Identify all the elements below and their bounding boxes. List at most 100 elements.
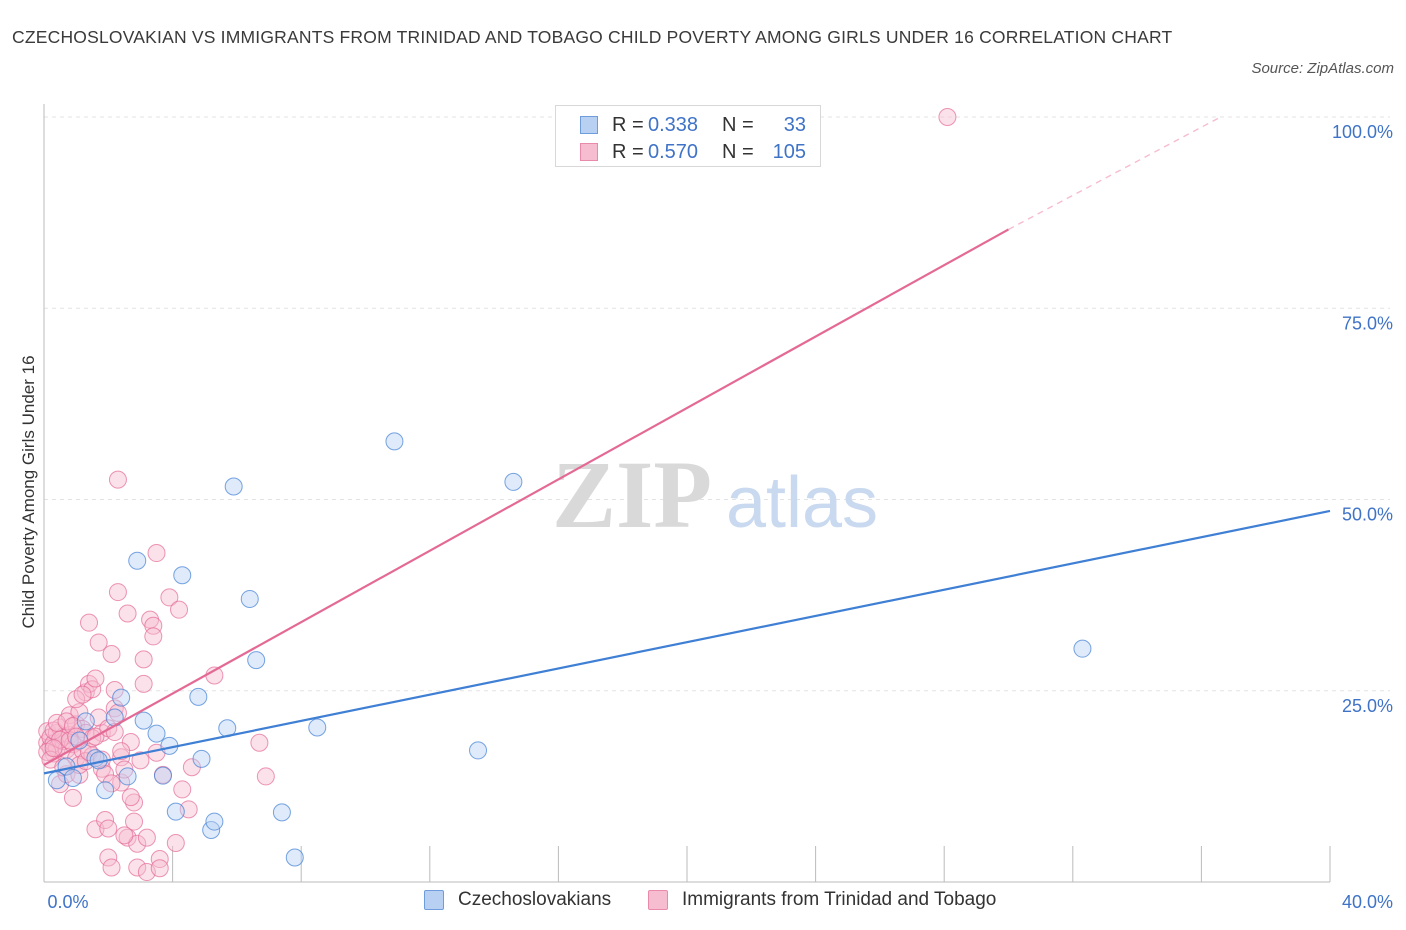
legend-label: Immigrants from Trinidad and Tobago [682, 889, 997, 910]
point-trinidad [89, 633, 108, 652]
x-tick-label: 0.0% [47, 892, 88, 912]
point-trinidad [250, 733, 269, 752]
point-czechoslovakian [240, 589, 259, 608]
legend-swatch-pink [580, 143, 598, 161]
watermark: ZIP atlas [552, 441, 878, 548]
series-legend: Czechoslovakians Immigrants from Trinida… [0, 889, 1406, 915]
point-trinidad [173, 780, 192, 799]
point-czechoslovakian [272, 803, 291, 822]
source-label: Source: ZipAtlas.com [1251, 60, 1394, 77]
trendline-trinidad-extension [1008, 116, 1222, 231]
point-czechoslovakian [128, 551, 147, 570]
point-trinidad [63, 788, 82, 807]
legend-r-value: 0.338 [648, 113, 699, 136]
point-trinidad [144, 616, 163, 635]
point-trinidad [118, 828, 137, 847]
point-trinidad [121, 733, 140, 752]
point-czechoslovakian [63, 768, 82, 787]
point-trinidad [102, 645, 121, 664]
chart-title: CZECHOSLOVAKIAN VS IMMIGRANTS FROM TRINI… [12, 27, 1173, 47]
legend-n-value: 105 [772, 140, 806, 163]
point-trinidad [137, 828, 156, 847]
grid-layer [44, 116, 1390, 692]
y-tick-label: 25.0% [1342, 696, 1393, 716]
legend-r-label: R = [612, 140, 644, 163]
point-czechoslovakian [189, 687, 208, 706]
point-trinidad [134, 674, 153, 693]
points-layer [38, 108, 1092, 882]
point-czechoslovakian [469, 741, 488, 760]
point-trinidad [108, 470, 127, 489]
y-tick-label: 75.0% [1342, 313, 1393, 333]
point-trinidad [166, 833, 185, 852]
x-tick-label: 40.0% [1342, 892, 1393, 912]
point-trinidad [83, 680, 102, 699]
point-czechoslovakian [385, 432, 404, 451]
legend-n-label: N = [722, 113, 754, 136]
point-trinidad [131, 751, 150, 770]
point-trinidad [150, 859, 169, 878]
point-czechoslovakian [118, 767, 137, 786]
point-trinidad [86, 669, 105, 688]
point-czechoslovakian [205, 812, 224, 831]
labels-layer: 25.0% 50.0% 75.0% 100.0% 0.0% 40.0% Child Pove… [19, 122, 1393, 912]
point-trinidad [118, 604, 137, 623]
legend-n-value: 33 [783, 113, 806, 136]
point-trinidad [86, 820, 105, 839]
point-czechoslovakian [147, 724, 166, 743]
y-tick-label: 100.0% [1332, 122, 1393, 142]
trend-layer [43, 116, 1331, 775]
point-trinidad [108, 583, 127, 602]
point-czechoslovakian [96, 781, 115, 800]
point-trinidad [44, 739, 63, 758]
point-czechoslovakian [308, 718, 327, 737]
point-trinidad [115, 826, 134, 845]
legend-row-trinidad: R = 0.570 N = 105 [580, 139, 806, 165]
watermark-atlas: atlas [726, 463, 878, 543]
stats-legend: R = 0.338 N = 33 R = 0.570 N = 105 [555, 105, 821, 167]
point-trinidad [102, 858, 121, 877]
point-trinidad [125, 812, 144, 831]
legend-item-czechoslovakians[interactable]: Czechoslovakians [424, 889, 611, 911]
watermark-zip: ZIP [552, 441, 712, 548]
point-trinidad [102, 774, 121, 793]
point-trinidad [112, 742, 131, 761]
trendline-trinidad [43, 228, 1010, 766]
point-trinidad [125, 793, 144, 812]
point-trinidad [121, 788, 140, 807]
point-czechoslovakian [173, 566, 192, 585]
trendline-czechoslovakian [43, 509, 1331, 775]
point-trinidad [144, 627, 163, 646]
point-trinidad [73, 685, 92, 704]
legend-row-czechoslovakians: R = 0.338 N = 33 [580, 112, 806, 138]
point-trinidad [160, 588, 179, 607]
point-trinidad [170, 600, 189, 619]
point-trinidad [938, 108, 957, 126]
point-trinidad [147, 544, 166, 563]
axis-layer [43, 104, 1331, 883]
point-trinidad [57, 712, 76, 731]
legend-n-label: N = [722, 140, 754, 163]
point-trinidad [67, 690, 86, 709]
legend-item-trinidad[interactable]: Immigrants from Trinidad and Tobago [648, 889, 996, 911]
point-trinidad [150, 850, 169, 869]
point-czechoslovakian [192, 749, 211, 768]
legend-r-value: 0.570 [648, 140, 699, 163]
point-trinidad [99, 848, 118, 867]
point-czechoslovakian [134, 711, 153, 730]
legend-r-label: R = [612, 113, 644, 136]
point-trinidad [134, 650, 153, 669]
point-trinidad [128, 858, 147, 877]
point-czechoslovakian [1073, 639, 1092, 658]
legend-swatch-blue [424, 890, 444, 910]
point-czechoslovakian [224, 477, 243, 496]
point-czechoslovakian [166, 802, 185, 821]
legend-swatch-pink [648, 890, 668, 910]
point-czechoslovakian [247, 651, 266, 670]
legend-label: Czechoslovakians [458, 889, 612, 910]
legend-swatch-blue [580, 116, 598, 134]
point-czechoslovakian [76, 712, 95, 731]
point-trinidad [105, 680, 124, 699]
point-czechoslovakian [285, 848, 304, 867]
